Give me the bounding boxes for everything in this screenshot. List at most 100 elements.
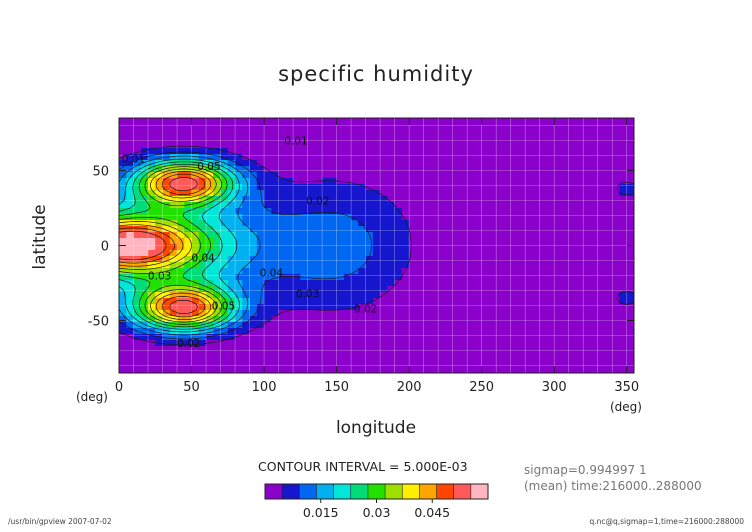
contour-cell [510, 232, 519, 239]
contour-cell [409, 262, 417, 269]
contour-cell [322, 334, 330, 341]
contour-cell [351, 118, 359, 125]
contour-line [119, 173, 206, 318]
contour-cell [496, 148, 505, 155]
contour-cell [242, 214, 251, 221]
contour-cell [293, 154, 301, 161]
contour-cell [517, 250, 526, 257]
contour-cell [206, 160, 214, 167]
contour-cell [575, 346, 584, 353]
contour-cell [300, 142, 309, 149]
contour-cell [394, 226, 403, 233]
contour-cell [242, 238, 251, 245]
contour-cell [307, 202, 316, 209]
contour-cell [372, 130, 381, 137]
contour-cell [278, 286, 287, 293]
contour-cell [409, 202, 417, 209]
contour-cell [198, 232, 207, 239]
contour-cell [517, 154, 526, 161]
contour-cell [220, 352, 229, 359]
contour-cell [278, 322, 287, 329]
contour-cell [140, 220, 149, 227]
contour-cell [438, 226, 447, 233]
contour-cell [365, 130, 374, 137]
contour-cell [206, 334, 214, 341]
contour-cell [488, 226, 497, 233]
contour-cell [583, 340, 592, 347]
contour-cell [285, 304, 294, 311]
contour-cell [343, 202, 352, 209]
contour-cell [452, 256, 461, 263]
contour-cell [626, 370, 634, 373]
contour-cell [575, 118, 584, 125]
contour-cell [177, 160, 185, 167]
contour-cell [561, 304, 570, 311]
contour-cell [162, 172, 171, 179]
contour-cell [329, 202, 338, 209]
contour-cell [235, 352, 243, 359]
contour-cell [343, 148, 352, 155]
contour-cell [561, 238, 570, 245]
contour-cell [300, 346, 309, 353]
contour-cell [343, 310, 352, 317]
contour-cell [358, 286, 367, 293]
contour-cell [430, 346, 439, 353]
contour-cell [532, 292, 541, 299]
contour-cell [430, 214, 439, 221]
contour-cell [583, 214, 592, 221]
contour-cell [575, 232, 584, 239]
contour-cell [322, 172, 330, 179]
contour-cell [416, 130, 425, 137]
contour-cell [517, 190, 526, 197]
contour-cell [372, 184, 381, 191]
contour-cell [503, 340, 512, 347]
contour-cell [191, 364, 200, 371]
contour-cell [474, 346, 483, 353]
contour-cell [575, 286, 584, 293]
contour-cell [474, 136, 483, 143]
x-tick-label: 0 [115, 380, 123, 395]
contour-cell [372, 364, 381, 371]
contour-cell [249, 190, 258, 197]
contour-cell [474, 262, 483, 269]
contour-cell [554, 346, 563, 353]
contour-cell [220, 226, 229, 233]
contour-cell [474, 184, 483, 191]
contour-cell [626, 298, 634, 305]
contour-cell [546, 124, 555, 131]
contour-value-label: 0.03 [148, 271, 171, 283]
contour-cell [459, 184, 468, 191]
contour-cell [401, 208, 410, 215]
contour-cell [467, 304, 476, 311]
contour-cell [293, 244, 301, 251]
contour-cell [365, 292, 374, 299]
contour-cell [539, 148, 548, 155]
contour-cell [206, 214, 214, 221]
contour-cell [380, 238, 388, 245]
contour-cell [293, 310, 301, 317]
contour-cell [148, 364, 156, 371]
contour-cell [235, 286, 243, 293]
contour-cell [452, 172, 461, 179]
contour-cell [416, 274, 425, 281]
contour-cell [409, 244, 417, 251]
contour-cell [539, 328, 548, 335]
contour-cell [438, 346, 447, 353]
contour-cell [532, 310, 541, 317]
contour-cell [191, 190, 200, 197]
contour-cell [488, 328, 497, 335]
contour-cell [365, 340, 374, 347]
contour-cell [249, 316, 258, 323]
contour-cell [438, 328, 447, 335]
contour-cell [278, 334, 287, 341]
contour-cell [380, 262, 388, 269]
contour-cell [133, 316, 142, 323]
contour-cell [206, 166, 214, 173]
contour-cell [619, 214, 628, 221]
contour-cell [416, 238, 425, 245]
contour-cell [177, 142, 185, 149]
contour-cell [409, 172, 417, 179]
contour-cell [481, 226, 490, 233]
contour-cell [590, 226, 599, 233]
contour-cell [575, 190, 584, 197]
